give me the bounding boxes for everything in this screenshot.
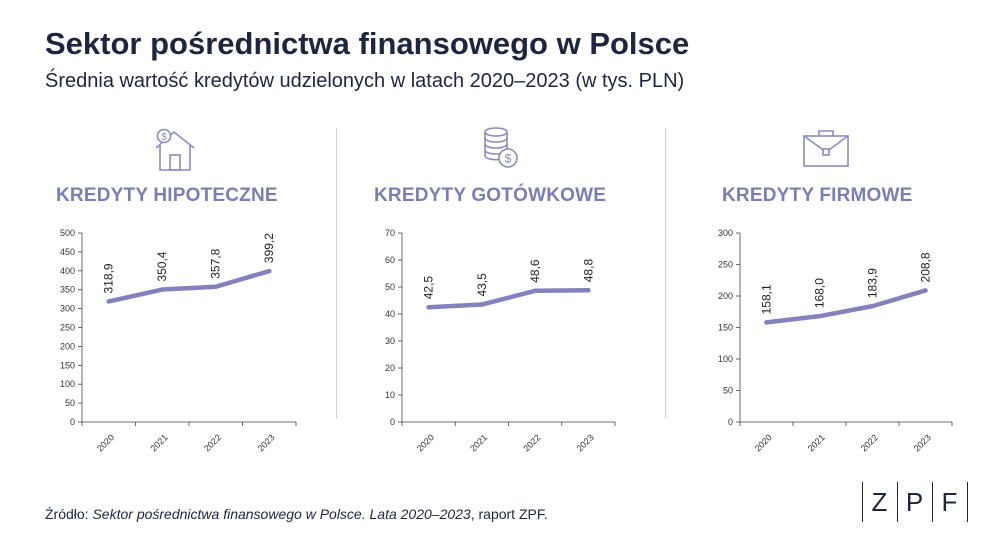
data-point [764,320,769,325]
data-point [817,313,822,319]
panel-title-gotowkowe: KREDYTY GOTÓWKOWE [374,185,607,206]
y-tick-label: 300 [60,304,75,314]
logo-bar [897,482,898,522]
data-label: 43,5 [475,273,489,297]
logo-bar [967,482,968,522]
series-line [426,287,591,310]
y-tick-label: 20 [385,363,395,373]
data-label: 48,8 [581,259,595,283]
series-line [106,268,272,304]
x-tick-label: 2021 [806,432,827,453]
y-tick-label: 50 [65,398,75,408]
data-label: 318,9 [102,263,116,293]
source-prefix: Źródło: [45,506,93,522]
data-label: 158,1 [760,284,774,314]
y-tick-label: 0 [70,417,75,427]
logo-bar [932,482,933,522]
source-title: Sektor pośrednictwa finansowego w Polsce… [92,506,471,522]
y-tick-label: 250 [60,323,75,333]
logo-letter: F [941,486,959,517]
y-tick-label: 200 [60,341,75,351]
y-tick-label: 150 [718,323,733,333]
data-point [160,287,165,292]
y-tick-label: 100 [718,354,733,364]
data-point [426,305,431,310]
y-tick-label: 150 [60,360,75,370]
x-tick-label: 2022 [859,432,880,453]
panel-divider [336,128,337,418]
logo-letter: Z [871,486,889,517]
data-point [106,299,111,304]
source-note: Źródło: Sektor pośrednictwa finansowego … [45,506,548,522]
y-tick-label: 50 [385,282,395,292]
data-label: 399,2 [262,233,276,263]
data-point [923,288,928,293]
y-tick-label: 50 [723,386,733,396]
y-tick-label: 500 [60,228,75,238]
y-tick-label: 200 [718,291,733,301]
panel-title-firmowe: KREDYTY FIRMOWE [722,185,913,206]
page-title: Sektor pośrednictwa finansowego w Polsce [45,26,690,61]
data-point [479,302,485,307]
data-point [586,288,591,293]
panel-title-hipoteczne: KREDYTY HIPOTECZNE [56,185,278,206]
y-tick-label: 30 [385,336,395,346]
y-tick-label: 250 [718,260,733,270]
logo-letter: P [905,486,925,517]
y-tick-label: 300 [718,228,733,238]
x-tick-label: 2020 [753,432,774,453]
data-point [213,284,218,289]
y-tick-label: 70 [385,228,395,238]
y-tick-label: 0 [728,417,733,427]
data-label: 350,4 [155,251,169,281]
page-subtitle: Średnia wartość kredytów udzielonych w l… [45,70,685,92]
panel-divider [665,128,666,418]
source-suffix: , raport ZPF. [470,506,548,522]
data-label: 48,6 [528,259,542,283]
data-point [267,268,272,274]
y-tick-label: 350 [60,285,75,295]
data-point [532,288,538,293]
briefcase-icon [800,128,852,175]
x-tick-label: 2023 [912,432,933,453]
coins-dollar-icon: $ [480,124,524,177]
svg-text:$: $ [505,152,512,166]
data-label: 183,9 [866,268,880,298]
series-line [764,288,928,325]
svg-text:$: $ [161,132,167,143]
logo-bar [862,482,863,522]
data-label: 168,0 [813,278,827,308]
y-tick-label: 60 [385,255,395,265]
y-tick-label: 450 [60,247,75,257]
data-label: 208,8 [919,252,933,282]
data-point [870,303,875,309]
y-tick-label: 0 [390,417,395,427]
y-tick-label: 10 [385,390,395,400]
data-label: 357,8 [209,248,223,278]
y-tick-label: 400 [60,266,75,276]
house-dollar-icon: $ [150,126,200,179]
y-tick-label: 40 [385,309,395,319]
zpf-logo: Z P F [862,482,968,522]
data-label: 42,5 [422,276,436,300]
y-tick-label: 100 [60,379,75,389]
